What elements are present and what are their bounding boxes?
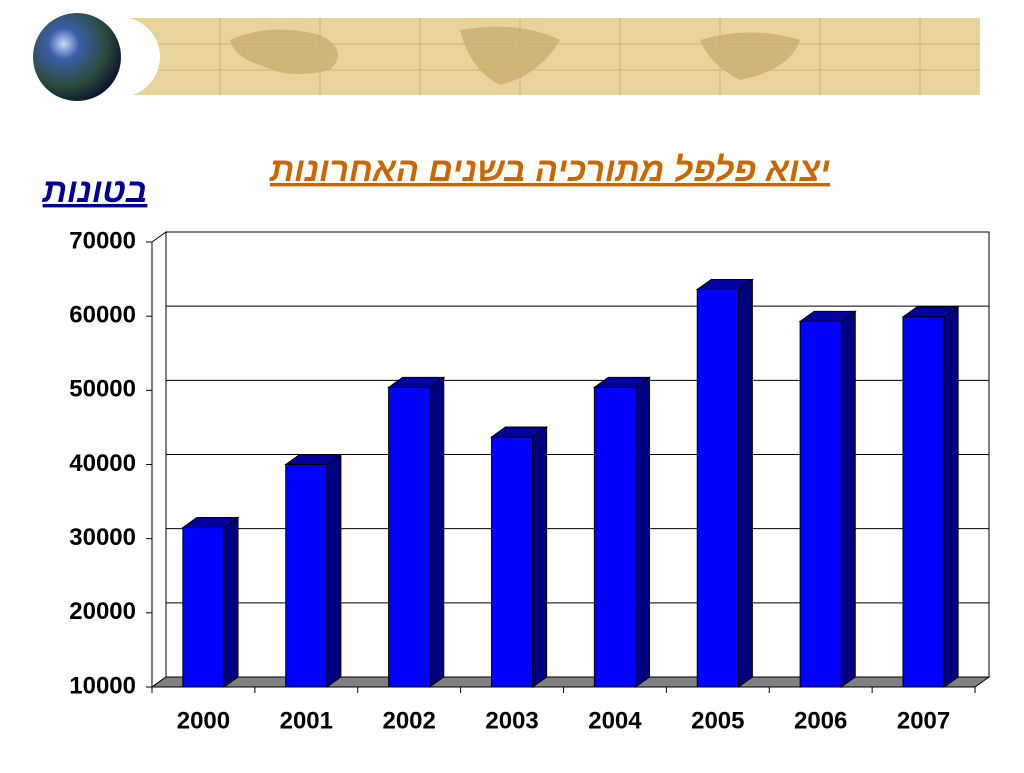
x-tick-label: 2003	[485, 707, 538, 734]
x-tick-label: 2002	[382, 707, 435, 734]
bar-side	[943, 305, 959, 688]
x-tick-label: 2005	[691, 707, 744, 734]
chart-title: יצוא פלפל מתורכיה בשנים האחרונות	[269, 151, 830, 189]
y-tick-label: 30000	[69, 524, 136, 551]
bar-side	[635, 376, 651, 688]
bar-side	[429, 376, 445, 688]
bar	[696, 288, 739, 688]
y-tick-label: 10000	[69, 672, 136, 699]
side-wall	[151, 231, 167, 688]
bar	[902, 316, 945, 688]
y-tick-label: 60000	[69, 302, 136, 329]
bar	[593, 386, 637, 688]
bar-side	[532, 426, 548, 688]
y-tick-label: 20000	[69, 598, 136, 625]
bar-side	[840, 310, 856, 688]
bar-side	[326, 453, 342, 688]
x-tick-label: 2001	[280, 707, 333, 734]
x-tick-label: 2004	[588, 707, 642, 734]
header-banner	[33, 13, 980, 101]
y-tick-label: 70000	[69, 227, 136, 254]
bar	[285, 464, 328, 688]
y-tick-label: 50000	[69, 376, 136, 403]
y-tick-label: 40000	[69, 450, 136, 477]
bar	[490, 436, 534, 688]
floor	[150, 676, 991, 688]
bar-side	[737, 278, 753, 688]
x-tick-label: 2000	[177, 707, 230, 734]
bar-side	[223, 516, 239, 688]
bar	[799, 320, 842, 688]
bar	[182, 527, 225, 688]
bar	[388, 386, 431, 688]
x-tick-label: 2006	[794, 707, 847, 734]
x-tick-label: 2007	[897, 707, 950, 734]
y-axis-label: בטונות	[42, 172, 148, 210]
